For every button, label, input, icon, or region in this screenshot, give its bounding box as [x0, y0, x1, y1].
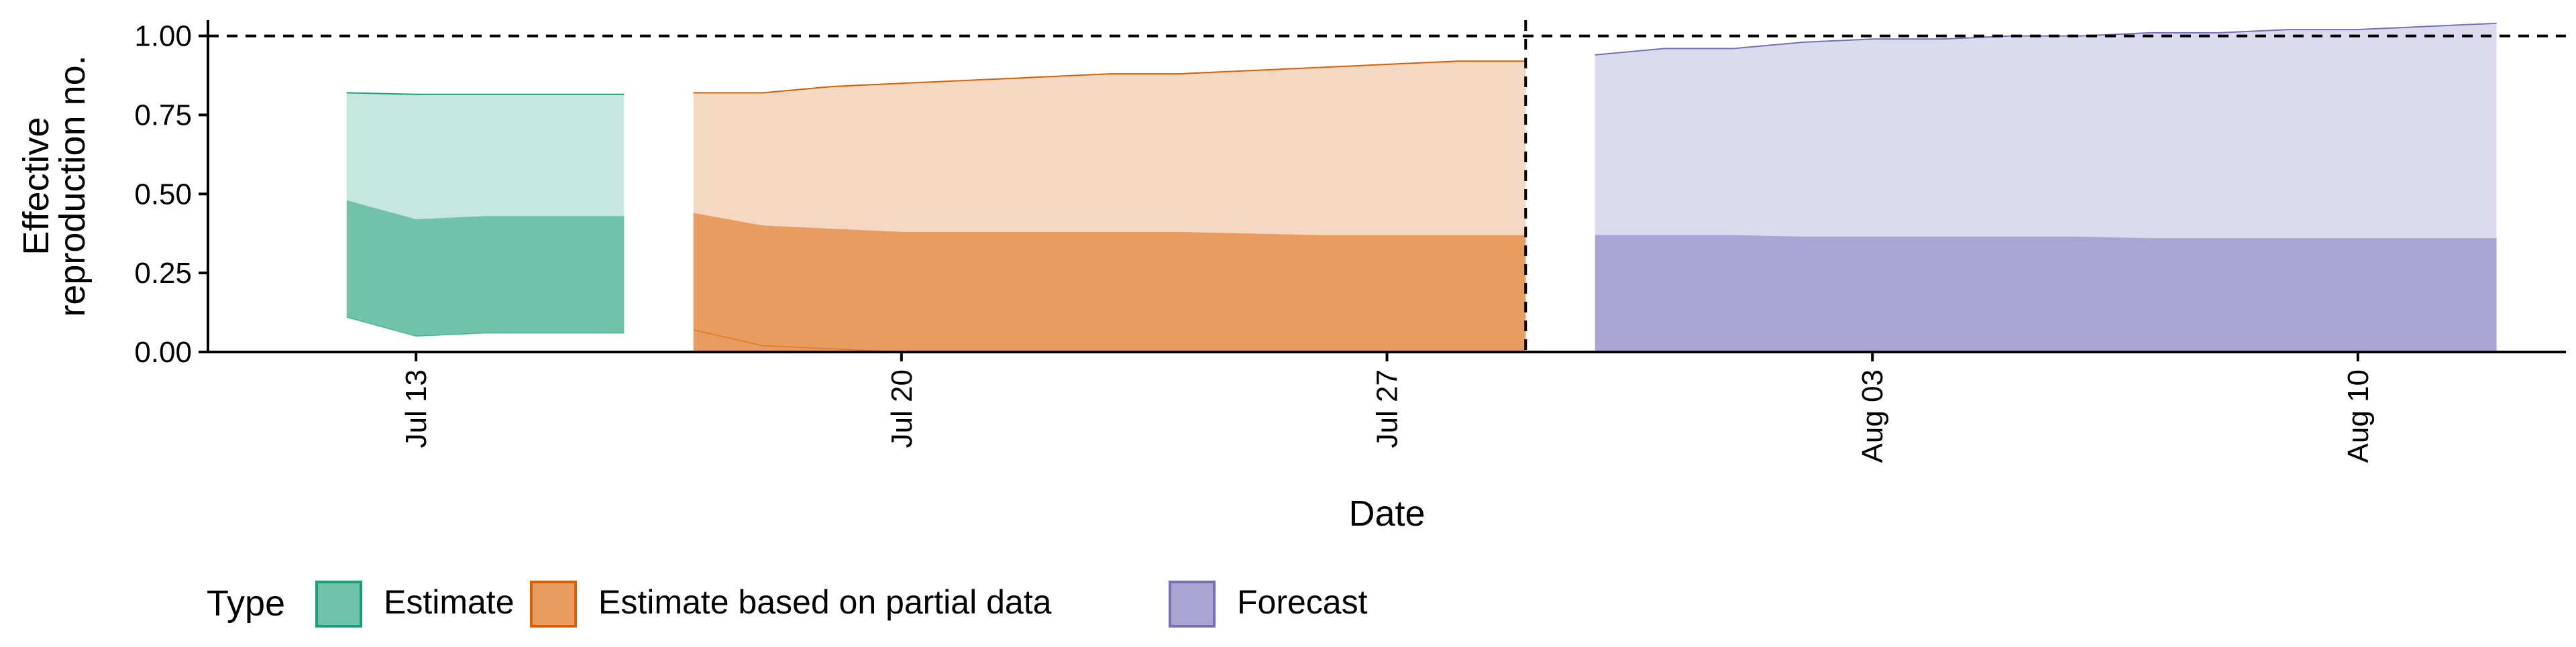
legend-title: Type — [207, 583, 285, 624]
y-tick-label: 0.75 — [134, 99, 192, 131]
legend-key-forecast — [1169, 581, 1216, 628]
upper-edge-estimate-based-on-partial-data — [693, 60, 1526, 94]
series-estimate-based-on-partial-data — [693, 60, 1526, 353]
series-estimate — [346, 92, 625, 337]
legend-label-forecast: Forecast — [1237, 583, 1368, 621]
y-tick-label: 0.00 — [134, 336, 192, 369]
legend: Type Estimate Estimate based on partial d… — [207, 581, 1368, 628]
legend-key-estimate-based-on-partial-data — [530, 581, 577, 628]
y-tick-label: 0.25 — [134, 257, 192, 290]
y-axis-title-line2: reproduction no. — [52, 55, 93, 316]
y-axis-title-line1: Effective — [16, 117, 56, 255]
inner-band-estimate — [346, 200, 625, 337]
upper-edge-estimate — [346, 92, 625, 95]
legend-label-estimate-based-on-partial-data: Estimate based on partial data — [598, 583, 1052, 621]
legend-key-estimate — [315, 581, 362, 628]
x-tick-label: Aug 03 — [1856, 369, 1889, 463]
x-tick-label: Jul 13 — [400, 369, 433, 448]
legend-label-estimate: Estimate — [384, 583, 515, 621]
inner-band-forecast — [1595, 235, 2497, 352]
y-tick-label: 0.50 — [134, 178, 192, 211]
x-tick-label: Jul 27 — [1371, 369, 1404, 448]
x-tick-label: Jul 20 — [885, 369, 918, 448]
x-axis-title: Date — [1348, 493, 1425, 534]
inner-band-estimate-based-on-partial-data — [693, 213, 1526, 352]
lower-edge-estimate — [346, 316, 625, 337]
upper-edge-forecast — [1595, 22, 2497, 56]
y-tick-label: 1.00 — [134, 20, 192, 53]
series-forecast — [1595, 22, 2497, 353]
x-ticks: Jul 13 Jul 20 Jul 27 Aug 03 Aug 10 — [400, 352, 2375, 463]
y-ticks: 0.00 0.25 0.50 0.75 1.00 — [134, 20, 208, 369]
bands-layer — [346, 22, 2497, 353]
x-tick-label: Aug 10 — [2342, 369, 2375, 463]
